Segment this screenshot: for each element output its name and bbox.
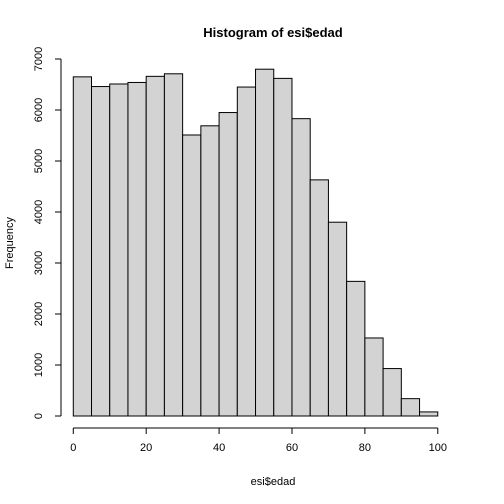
bar-bin-14 <box>327 221 348 417</box>
y-tick-label-2000: 2000 <box>33 302 45 326</box>
y-axis-label: Frequency <box>4 217 16 269</box>
x-axis: 0 20 40 60 80 100 <box>70 427 447 454</box>
bar-bin-6 <box>182 134 202 417</box>
bar-bin-3 <box>127 81 147 417</box>
bar-bin-11 <box>273 77 293 417</box>
bar-bin-16 <box>364 337 384 417</box>
x-tick-label-80: 80 <box>359 442 371 454</box>
y-tick-label-5000: 5000 <box>33 149 45 173</box>
y-tick-label-7000: 7000 <box>33 47 45 71</box>
bar-bin-13 <box>309 179 329 417</box>
y-tick-label-6000: 6000 <box>33 98 45 122</box>
bar-bin-1 <box>91 86 111 417</box>
y-tick-label-3000: 3000 <box>33 251 45 275</box>
x-tick-label-60: 60 <box>286 442 298 454</box>
y-tick-label-0: 0 <box>33 413 45 419</box>
bar-bin-8 <box>218 112 238 417</box>
bar-bin-2 <box>109 83 129 417</box>
bar-bin-9 <box>236 86 257 417</box>
bar-bin-7 <box>200 125 220 417</box>
bar-bin-17 <box>382 368 402 417</box>
bar-bin-5 <box>163 73 184 417</box>
chart-title: Histogram of esi$edad <box>203 25 342 40</box>
bar-bin-10 <box>255 68 275 417</box>
x-tick-label-40: 40 <box>213 442 225 454</box>
y-axis: 0 1000 2000 3000 4000 5000 6000 7000 <box>33 47 62 419</box>
x-tick-label-100: 100 <box>429 442 447 454</box>
y-tick-label-1000: 1000 <box>33 353 45 377</box>
x-tick-label-20: 20 <box>140 442 152 454</box>
x-axis-label: esi$edad <box>251 476 296 488</box>
bar-bin-4 <box>145 75 165 417</box>
bar-bin-15 <box>346 280 366 417</box>
bar-bin-12 <box>291 118 311 417</box>
bar-bin-19 <box>419 411 439 417</box>
bars-group <box>72 68 439 417</box>
x-tick-label-0: 0 <box>70 442 76 454</box>
bar-bin-18 <box>400 398 421 417</box>
y-tick-label-4000: 4000 <box>33 200 45 224</box>
bar-bin-0 <box>72 76 93 417</box>
